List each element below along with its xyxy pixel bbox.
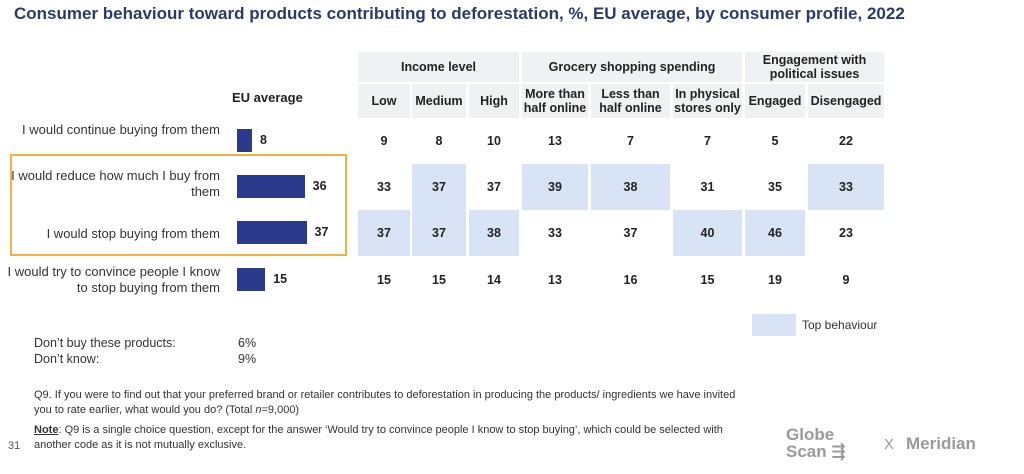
note-label-dont-buy: Don’t buy these products:: [34, 336, 176, 350]
chart-title: Consumer behaviour toward products contr…: [14, 4, 905, 23]
footnote-note: Note: Q9 is a single choice question, ex…: [34, 424, 723, 451]
eu-bar-1: [237, 175, 305, 198]
eu-bar-2: [237, 221, 307, 244]
eu-bar-0: [237, 129, 253, 152]
cell-r0-c7: 22: [839, 134, 853, 148]
cell-r3-c2: 14: [487, 273, 501, 287]
cell-r3-c1: 15: [432, 273, 446, 287]
cell-r2-c3: 33: [548, 226, 562, 240]
cell-r1-c0: 33: [377, 180, 391, 194]
eu-bar-value-0: 8: [260, 133, 267, 147]
logo-separator: X: [884, 436, 895, 453]
row-label-1: I would reduce how much I buy from them: [11, 168, 220, 199]
cell-r2-c2: 38: [469, 210, 519, 256]
row-label-0: I would continue buying from them: [22, 122, 220, 137]
cell-r0-c0: 9: [380, 134, 388, 148]
column-header-5: In physical stores only: [673, 84, 742, 118]
cell-r1-c2: 37: [487, 180, 501, 194]
cell-r1-c3: 39: [522, 164, 588, 210]
eu-bar-value-2: 37: [314, 225, 329, 239]
column-header-7: Disengaged: [808, 84, 884, 118]
footnote-question: Q9. If you were to find out that your pr…: [34, 389, 736, 416]
cell-r0-c6: 5: [771, 134, 779, 148]
column-header-3: More than half online: [522, 84, 588, 118]
note-value-dont-know: 9%: [238, 352, 257, 366]
legend-label: Top behaviour: [802, 318, 878, 332]
eu-average-header: EU average: [232, 90, 303, 105]
column-header-6: Engaged: [745, 84, 805, 118]
row-label-3: I would try to convince people I know to…: [7, 264, 220, 295]
cell-r3-c5: 15: [700, 273, 715, 287]
group-header-1: Grocery shopping spending: [522, 52, 742, 82]
cell-r2-c4: 37: [623, 226, 638, 240]
group-header-2: Engagement with political issues: [745, 52, 884, 82]
column-header-0: Low: [358, 84, 410, 118]
column-header-1: Medium: [412, 84, 466, 118]
page-number: 31: [8, 440, 21, 452]
highlight-box: [10, 154, 347, 256]
cell-r2-c7: 23: [839, 226, 853, 240]
cell-r1-c4: 38: [591, 164, 670, 210]
meridian-logo: Meridian: [906, 434, 976, 453]
globescan-arrows-icon: ⇶: [831, 442, 846, 461]
eu-bar-value-1: 36: [312, 179, 327, 193]
cell-r3-c0: 15: [377, 273, 391, 287]
cell-r2-c6: 46: [745, 210, 805, 256]
cell-r3-c4: 16: [623, 273, 638, 287]
cell-r1-c1: 37: [412, 164, 466, 210]
cell-r3-c3: 13: [548, 273, 562, 287]
cell-r1-c7: 33: [808, 164, 884, 210]
cell-r1-c6: 35: [768, 180, 782, 194]
row-label-2: I would stop buying from them: [46, 226, 220, 241]
cell-r2-c0: 37: [358, 210, 410, 256]
cell-r0-c1: 8: [435, 134, 443, 148]
legend-swatch: [752, 314, 796, 336]
note-value-dont-buy: 6%: [238, 336, 257, 350]
column-header-2: High: [469, 84, 519, 118]
cell-r3-c7: 9: [842, 273, 850, 287]
cell-r0-c5: 7: [704, 134, 711, 148]
column-header-4: Less than half online: [591, 84, 670, 118]
cell-r0-c3: 13: [548, 134, 562, 148]
cell-r1-c5: 31: [700, 180, 715, 194]
eu-bar-value-3: 15: [273, 272, 288, 286]
cell-r2-c1: 37: [412, 210, 466, 256]
eu-bar-3: [237, 268, 266, 291]
cell-r0-c4: 7: [627, 134, 634, 148]
cell-r2-c5: 40: [673, 210, 742, 256]
cell-r3-c6: 19: [768, 273, 782, 287]
group-header-0: Income level: [358, 52, 519, 82]
globescan-logo: Globe Scan ⇶: [786, 425, 846, 461]
cell-r0-c2: 10: [487, 134, 501, 148]
note-label-dont-know: Don’t know:: [34, 352, 100, 366]
